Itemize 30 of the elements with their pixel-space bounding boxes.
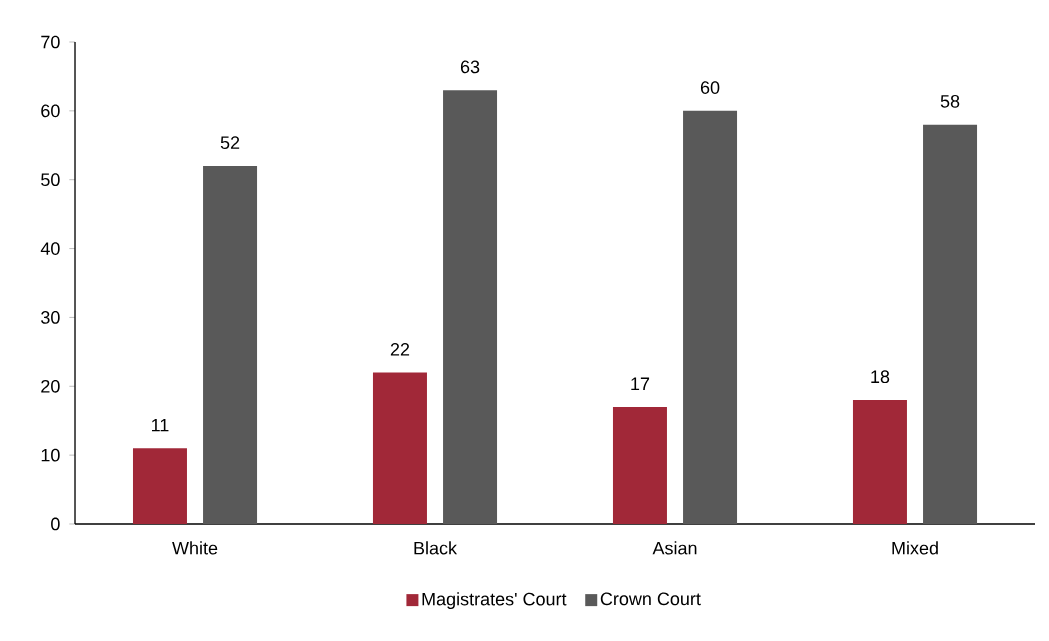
bar bbox=[683, 110, 738, 524]
y-tick-label: 70 bbox=[41, 35, 60, 49]
data-label: 58 bbox=[940, 94, 960, 108]
x-tick-label: Mixed bbox=[892, 541, 938, 555]
data-label: 18 bbox=[871, 370, 890, 384]
data-label: 11 bbox=[152, 418, 169, 432]
data-label: 22 bbox=[390, 343, 410, 356]
y-tick-label: 60 bbox=[41, 104, 60, 118]
legend-label: Magistrates' Court bbox=[422, 592, 567, 610]
y-tick-label: 50 bbox=[41, 173, 60, 187]
y-tick-label: 20 bbox=[41, 379, 60, 393]
y-tick-label: 0 bbox=[51, 517, 60, 531]
y-tick-label: 40 bbox=[40, 242, 60, 255]
data-label: 63 bbox=[460, 60, 480, 74]
data-label: 60 bbox=[700, 81, 720, 94]
y-tick-label: 30 bbox=[41, 311, 60, 324]
x-tick-label: Black bbox=[414, 541, 458, 555]
bar bbox=[852, 400, 907, 524]
data-label: 17 bbox=[631, 377, 650, 390]
bar bbox=[443, 90, 498, 524]
x-tick-label: White bbox=[172, 541, 218, 555]
bar bbox=[923, 124, 978, 524]
bar bbox=[612, 406, 667, 524]
y-tick-label: 10 bbox=[41, 448, 60, 462]
legend-label: Crown Court bbox=[600, 592, 701, 606]
bar bbox=[132, 448, 187, 524]
bar bbox=[372, 372, 427, 524]
data-label: 52 bbox=[220, 136, 240, 149]
bar bbox=[203, 165, 258, 524]
x-tick-label: Asian bbox=[652, 541, 697, 555]
